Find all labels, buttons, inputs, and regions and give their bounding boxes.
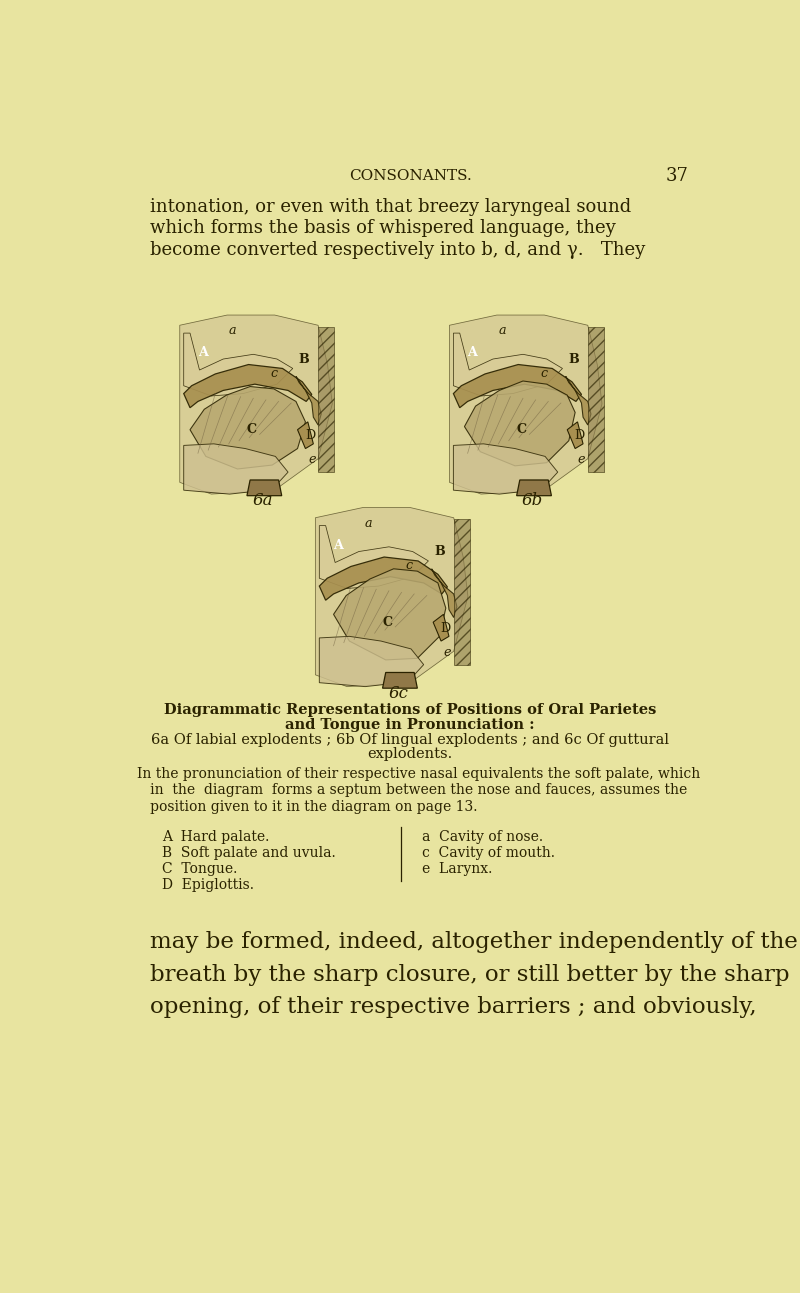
Text: 6b: 6b	[522, 493, 543, 509]
Polygon shape	[431, 569, 457, 618]
Text: B: B	[434, 546, 445, 559]
Text: become converted respectively into b, d, and γ.   They: become converted respectively into b, d,…	[150, 240, 646, 259]
Text: B: B	[568, 353, 579, 366]
Text: In the pronunciation of their respective nasal equivalents the soft palate, whic: In the pronunciation of their respective…	[138, 767, 701, 781]
Text: C: C	[246, 423, 257, 436]
Text: may be formed, indeed, altogether independently of the: may be formed, indeed, altogether indepe…	[150, 931, 798, 953]
Text: a: a	[498, 325, 506, 337]
Text: c: c	[406, 559, 413, 573]
Text: c: c	[540, 367, 547, 380]
Polygon shape	[319, 636, 424, 687]
Polygon shape	[433, 614, 449, 641]
Text: e  Larynx.: e Larynx.	[422, 862, 492, 877]
Polygon shape	[180, 315, 332, 494]
Text: c: c	[270, 367, 278, 380]
Polygon shape	[319, 526, 429, 588]
Polygon shape	[296, 376, 322, 425]
Polygon shape	[465, 381, 575, 465]
Text: D: D	[574, 429, 585, 442]
Text: a: a	[229, 325, 237, 337]
Text: A: A	[198, 347, 208, 359]
Text: a: a	[365, 517, 372, 530]
Text: CONSONANTS.: CONSONANTS.	[349, 169, 471, 184]
Polygon shape	[247, 480, 282, 495]
Text: A: A	[467, 347, 478, 359]
Polygon shape	[450, 315, 602, 494]
Text: C: C	[516, 423, 526, 436]
Text: 6c: 6c	[389, 685, 408, 702]
Text: e: e	[308, 453, 315, 465]
Text: B  Soft palate and uvula.: B Soft palate and uvula.	[162, 846, 336, 860]
Polygon shape	[334, 569, 446, 659]
Text: position given to it in the diagram on page 13.: position given to it in the diagram on p…	[138, 799, 478, 813]
Text: C: C	[382, 615, 392, 628]
Text: D: D	[305, 429, 315, 442]
Text: a  Cavity of nose.: a Cavity of nose.	[422, 830, 542, 843]
Polygon shape	[517, 480, 551, 495]
Text: 6a Of labial explodents ; 6b Of lingual explodents ; and 6c Of guttural: 6a Of labial explodents ; 6b Of lingual …	[151, 733, 669, 746]
Text: Diagrammatic Representations of Positions of Oral Parietes: Diagrammatic Representations of Position…	[164, 703, 656, 718]
Text: 37: 37	[666, 167, 689, 185]
Text: D: D	[441, 622, 451, 635]
Bar	[318, 327, 334, 472]
Polygon shape	[190, 387, 306, 469]
Polygon shape	[454, 334, 562, 396]
Text: which forms the basis of whispered language, they: which forms the basis of whispered langu…	[150, 219, 616, 237]
Text: explodents.: explodents.	[367, 746, 453, 760]
Text: D  Epiglottis.: D Epiglottis.	[162, 878, 254, 892]
Text: in  the  diagram  forms a septum between the nose and fauces, assumes the: in the diagram forms a septum between th…	[138, 784, 687, 798]
Text: intonation, or even with that breezy laryngeal sound: intonation, or even with that breezy lar…	[150, 198, 632, 216]
Text: c  Cavity of mouth.: c Cavity of mouth.	[422, 846, 554, 860]
Text: opening, of their respective barriers ; and obviously,: opening, of their respective barriers ; …	[150, 996, 757, 1018]
Polygon shape	[454, 365, 582, 407]
Polygon shape	[184, 365, 312, 407]
Text: A  Hard palate.: A Hard palate.	[162, 830, 270, 843]
Text: 6a: 6a	[253, 493, 273, 509]
Text: and Tongue in Pronunciation :: and Tongue in Pronunciation :	[285, 718, 535, 732]
Bar	[454, 520, 470, 665]
Polygon shape	[184, 443, 288, 494]
Text: breath by the sharp closure, or still better by the sharp: breath by the sharp closure, or still be…	[150, 963, 790, 985]
Text: B: B	[298, 353, 310, 366]
Polygon shape	[315, 508, 468, 687]
Polygon shape	[184, 334, 293, 396]
Polygon shape	[566, 376, 591, 425]
Polygon shape	[454, 443, 558, 494]
Text: e: e	[444, 645, 451, 658]
Polygon shape	[298, 422, 314, 449]
Polygon shape	[567, 422, 583, 449]
Text: e: e	[578, 453, 586, 465]
Text: A: A	[334, 539, 343, 552]
Bar	[588, 327, 603, 472]
Text: C  Tongue.: C Tongue.	[162, 862, 238, 877]
Polygon shape	[382, 672, 418, 688]
Polygon shape	[319, 557, 447, 600]
